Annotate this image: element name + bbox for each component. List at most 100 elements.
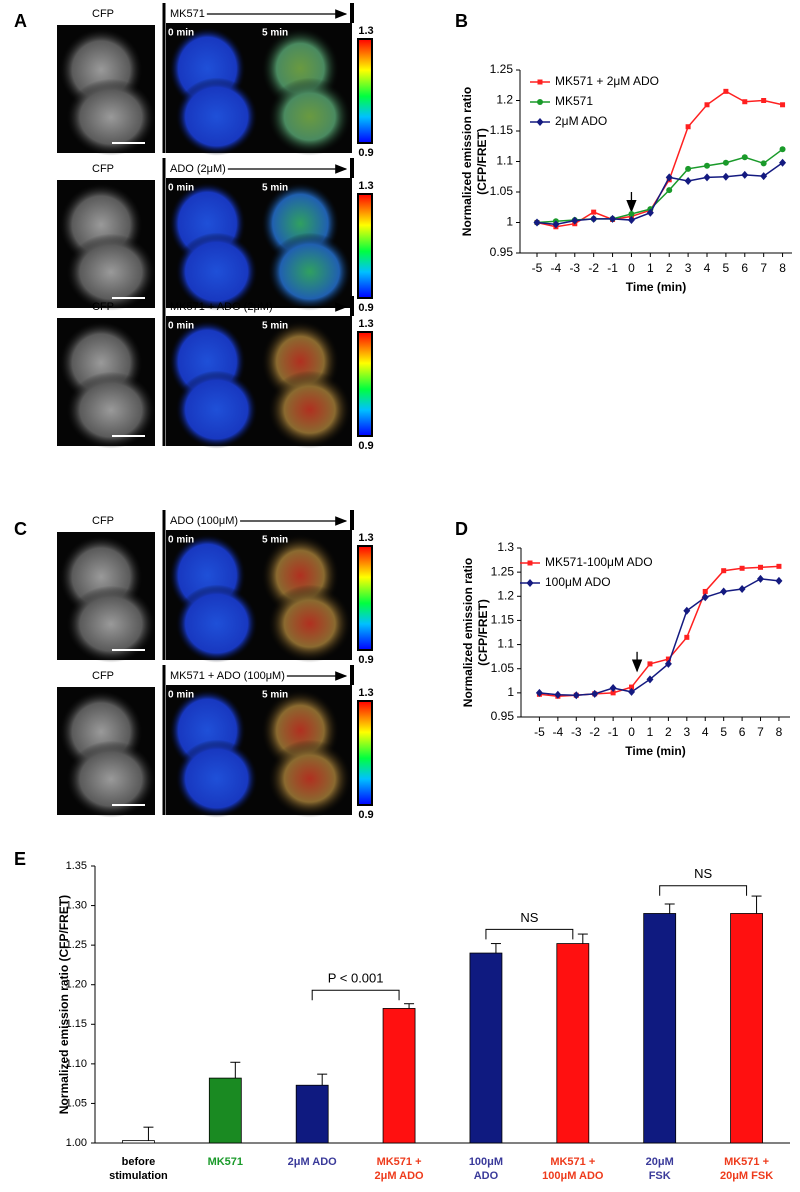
marker — [664, 659, 672, 668]
x-tick-label: 7 — [757, 725, 764, 739]
y-tick-label: 1.2 — [496, 93, 513, 107]
x-tick-label: -4 — [551, 261, 562, 275]
cell — [66, 740, 155, 818]
x-tick-label: 6 — [741, 261, 748, 275]
time-label: 0 min — [168, 690, 194, 701]
marker — [704, 162, 710, 169]
marker — [779, 146, 786, 153]
x-axis-title: Time (min) — [626, 280, 686, 294]
y-tick-label: 1.2 — [497, 588, 514, 602]
x-tick-label: MK571 — [207, 1156, 244, 1168]
bar — [208, 1077, 242, 1144]
x-tick-label: -1 — [608, 725, 619, 739]
marker — [722, 172, 730, 181]
x-tick-label: 20μM FSK — [645, 1156, 674, 1182]
legend-label: MK571 + 2μM ADO — [555, 74, 659, 88]
y-tick-label: 1.05 — [66, 1097, 87, 1109]
y-tick-label: 1.15 — [66, 1018, 87, 1030]
marker — [775, 576, 783, 585]
x-tick-label: -2 — [589, 725, 600, 739]
marker — [684, 177, 692, 186]
bar — [382, 1008, 416, 1144]
marker — [761, 98, 767, 103]
marker — [572, 691, 580, 700]
y-tick-label: 1.25 — [490, 62, 514, 76]
marker — [665, 173, 673, 182]
panel-label: B — [455, 11, 468, 31]
marker — [760, 172, 768, 181]
x-tick-label: 6 — [739, 725, 746, 739]
time-label: 0 min — [168, 28, 194, 39]
x-tick-label: 0 — [628, 725, 635, 739]
legend-label: 100μM ADO — [545, 575, 611, 589]
panel-label: D — [455, 519, 468, 539]
y-tick-label: 0.95 — [491, 709, 515, 723]
marker — [760, 160, 767, 167]
marker — [647, 661, 653, 667]
time-label: 0 min — [168, 183, 194, 194]
panel-label: E — [14, 849, 26, 869]
scale-min: 0.9 — [358, 654, 373, 666]
cell — [66, 78, 155, 156]
x-tick-label: 4 — [704, 261, 711, 275]
series-line — [536, 162, 783, 226]
series-line — [536, 148, 784, 224]
y-tick-label: 1.20 — [66, 979, 87, 991]
marker — [757, 574, 765, 583]
y-tick-label: 1.1 — [497, 637, 514, 651]
x-tick-label: MK571 + 100μM ADO — [542, 1156, 604, 1182]
x-tick-label: 2 — [666, 261, 673, 275]
marker — [646, 208, 654, 217]
scale-min: 0.9 — [358, 302, 373, 314]
bar — [122, 1140, 155, 1144]
marker — [758, 564, 764, 570]
marker — [628, 210, 635, 217]
legend-label: MK571-100μM ADO — [545, 555, 653, 569]
y-tick-label: 1.15 — [490, 123, 514, 137]
time-label: 5 min — [262, 690, 288, 701]
y-tick-label: 0.95 — [490, 245, 514, 259]
x-tick-label: 5 — [720, 725, 727, 739]
x-tick-label: 4 — [702, 725, 709, 739]
y-tick-label: 1.30 — [66, 899, 87, 911]
marker — [742, 99, 748, 105]
x-tick-label: -3 — [569, 261, 580, 275]
scale-max: 1.3 — [358, 687, 373, 699]
marker — [739, 565, 745, 571]
y-axis-title: Normalized emission ratio — [460, 87, 474, 236]
x-tick-label: -5 — [534, 725, 545, 739]
x-tick-label: 1 — [647, 725, 654, 739]
y-axis-title: Normalized emission ratio (CFP/FRET) — [57, 895, 71, 1114]
y-tick-label: 1.1 — [496, 154, 513, 168]
series-line — [539, 578, 780, 697]
y-tick-label: 1.25 — [491, 564, 515, 578]
cell — [175, 77, 258, 156]
annotation: NS — [520, 910, 538, 925]
x-tick-label: 1 — [647, 261, 654, 275]
annotation: NS — [694, 866, 712, 881]
marker — [703, 173, 711, 182]
annotation: P < 0.001 — [328, 971, 384, 986]
marker — [704, 102, 710, 108]
marker — [685, 165, 692, 172]
marker — [701, 593, 709, 602]
x-axis-title: Time (min) — [625, 744, 685, 758]
x-tick-label: 7 — [760, 261, 767, 275]
marker — [554, 690, 562, 699]
marker — [609, 684, 617, 693]
stimulus-label: MK571 + ADO (2μM) — [170, 301, 273, 313]
panel-label: A — [14, 11, 27, 31]
cfp-label: CFP — [92, 301, 114, 313]
marker — [591, 689, 599, 698]
cell — [267, 584, 353, 663]
x-tick-label: 3 — [683, 725, 690, 739]
bar — [469, 952, 503, 1144]
marker — [535, 688, 543, 697]
marker — [738, 585, 746, 594]
cfp-label: CFP — [92, 670, 114, 682]
scale-max: 1.3 — [358, 25, 373, 37]
marker — [629, 684, 635, 690]
marker — [627, 216, 635, 225]
scale-min: 0.9 — [358, 147, 373, 159]
